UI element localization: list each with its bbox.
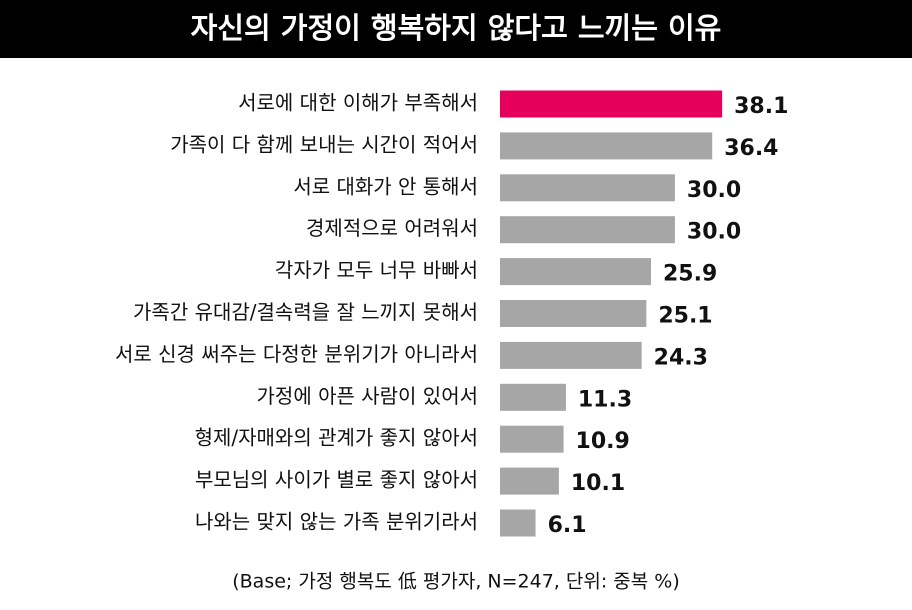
bar bbox=[500, 383, 566, 411]
value-label: 25.1 bbox=[658, 304, 712, 329]
category-label: 가족이 다 함께 보내는 시간이 적어서 bbox=[170, 132, 478, 156]
bar bbox=[500, 216, 675, 244]
category-label: 서로 신경 써주는 다정한 분위기가 아니라서 bbox=[115, 342, 478, 366]
value-label: 36.4 bbox=[724, 136, 778, 161]
bar bbox=[500, 174, 675, 202]
bar bbox=[500, 300, 647, 327]
bar bbox=[500, 90, 723, 118]
bar bbox=[500, 509, 536, 537]
title-bar bbox=[0, 0, 912, 58]
bar bbox=[500, 132, 713, 160]
value-label: 30.0 bbox=[687, 220, 741, 245]
category-label: 서로 대화가 안 통해서 bbox=[293, 174, 478, 198]
value-label: 38.1 bbox=[734, 94, 788, 119]
value-label: 24.3 bbox=[654, 345, 708, 370]
category-label: 형제/자매와의 관계가 좋지 않아서 bbox=[195, 426, 478, 450]
value-label: 30.0 bbox=[687, 178, 741, 203]
category-label: 가정에 아픈 사람이 있어서 bbox=[257, 384, 478, 408]
bar bbox=[500, 467, 559, 495]
value-label: 6.1 bbox=[548, 513, 587, 538]
value-label: 25.9 bbox=[663, 262, 717, 287]
value-label: 10.1 bbox=[571, 471, 625, 496]
category-label: 경제적으로 어려워서 bbox=[306, 216, 478, 240]
value-label: 10.9 bbox=[576, 429, 630, 454]
bar bbox=[500, 425, 564, 453]
value-label: 11.3 bbox=[578, 387, 632, 412]
chart-title: 자신의 가정이 행복하지 않다고 느끼는 이유 bbox=[191, 11, 722, 45]
category-label: 가족간 유대감/결속력을 잘 느끼지 못해서 bbox=[133, 300, 478, 324]
category-label: 나와는 맞지 않는 가족 분위기라서 bbox=[195, 510, 478, 534]
bar bbox=[500, 341, 642, 369]
category-label: 각자가 모두 너무 바빠서 bbox=[275, 258, 478, 282]
category-label: 부모님의 사이가 별로 좋지 않아서 bbox=[195, 468, 478, 492]
bar bbox=[500, 258, 651, 286]
category-label: 서로에 대한 이해가 부족해서 bbox=[238, 91, 478, 115]
note: (Base; 가정 행복도 低 평가자, N=247, 단위: 중복 %) bbox=[232, 571, 680, 593]
